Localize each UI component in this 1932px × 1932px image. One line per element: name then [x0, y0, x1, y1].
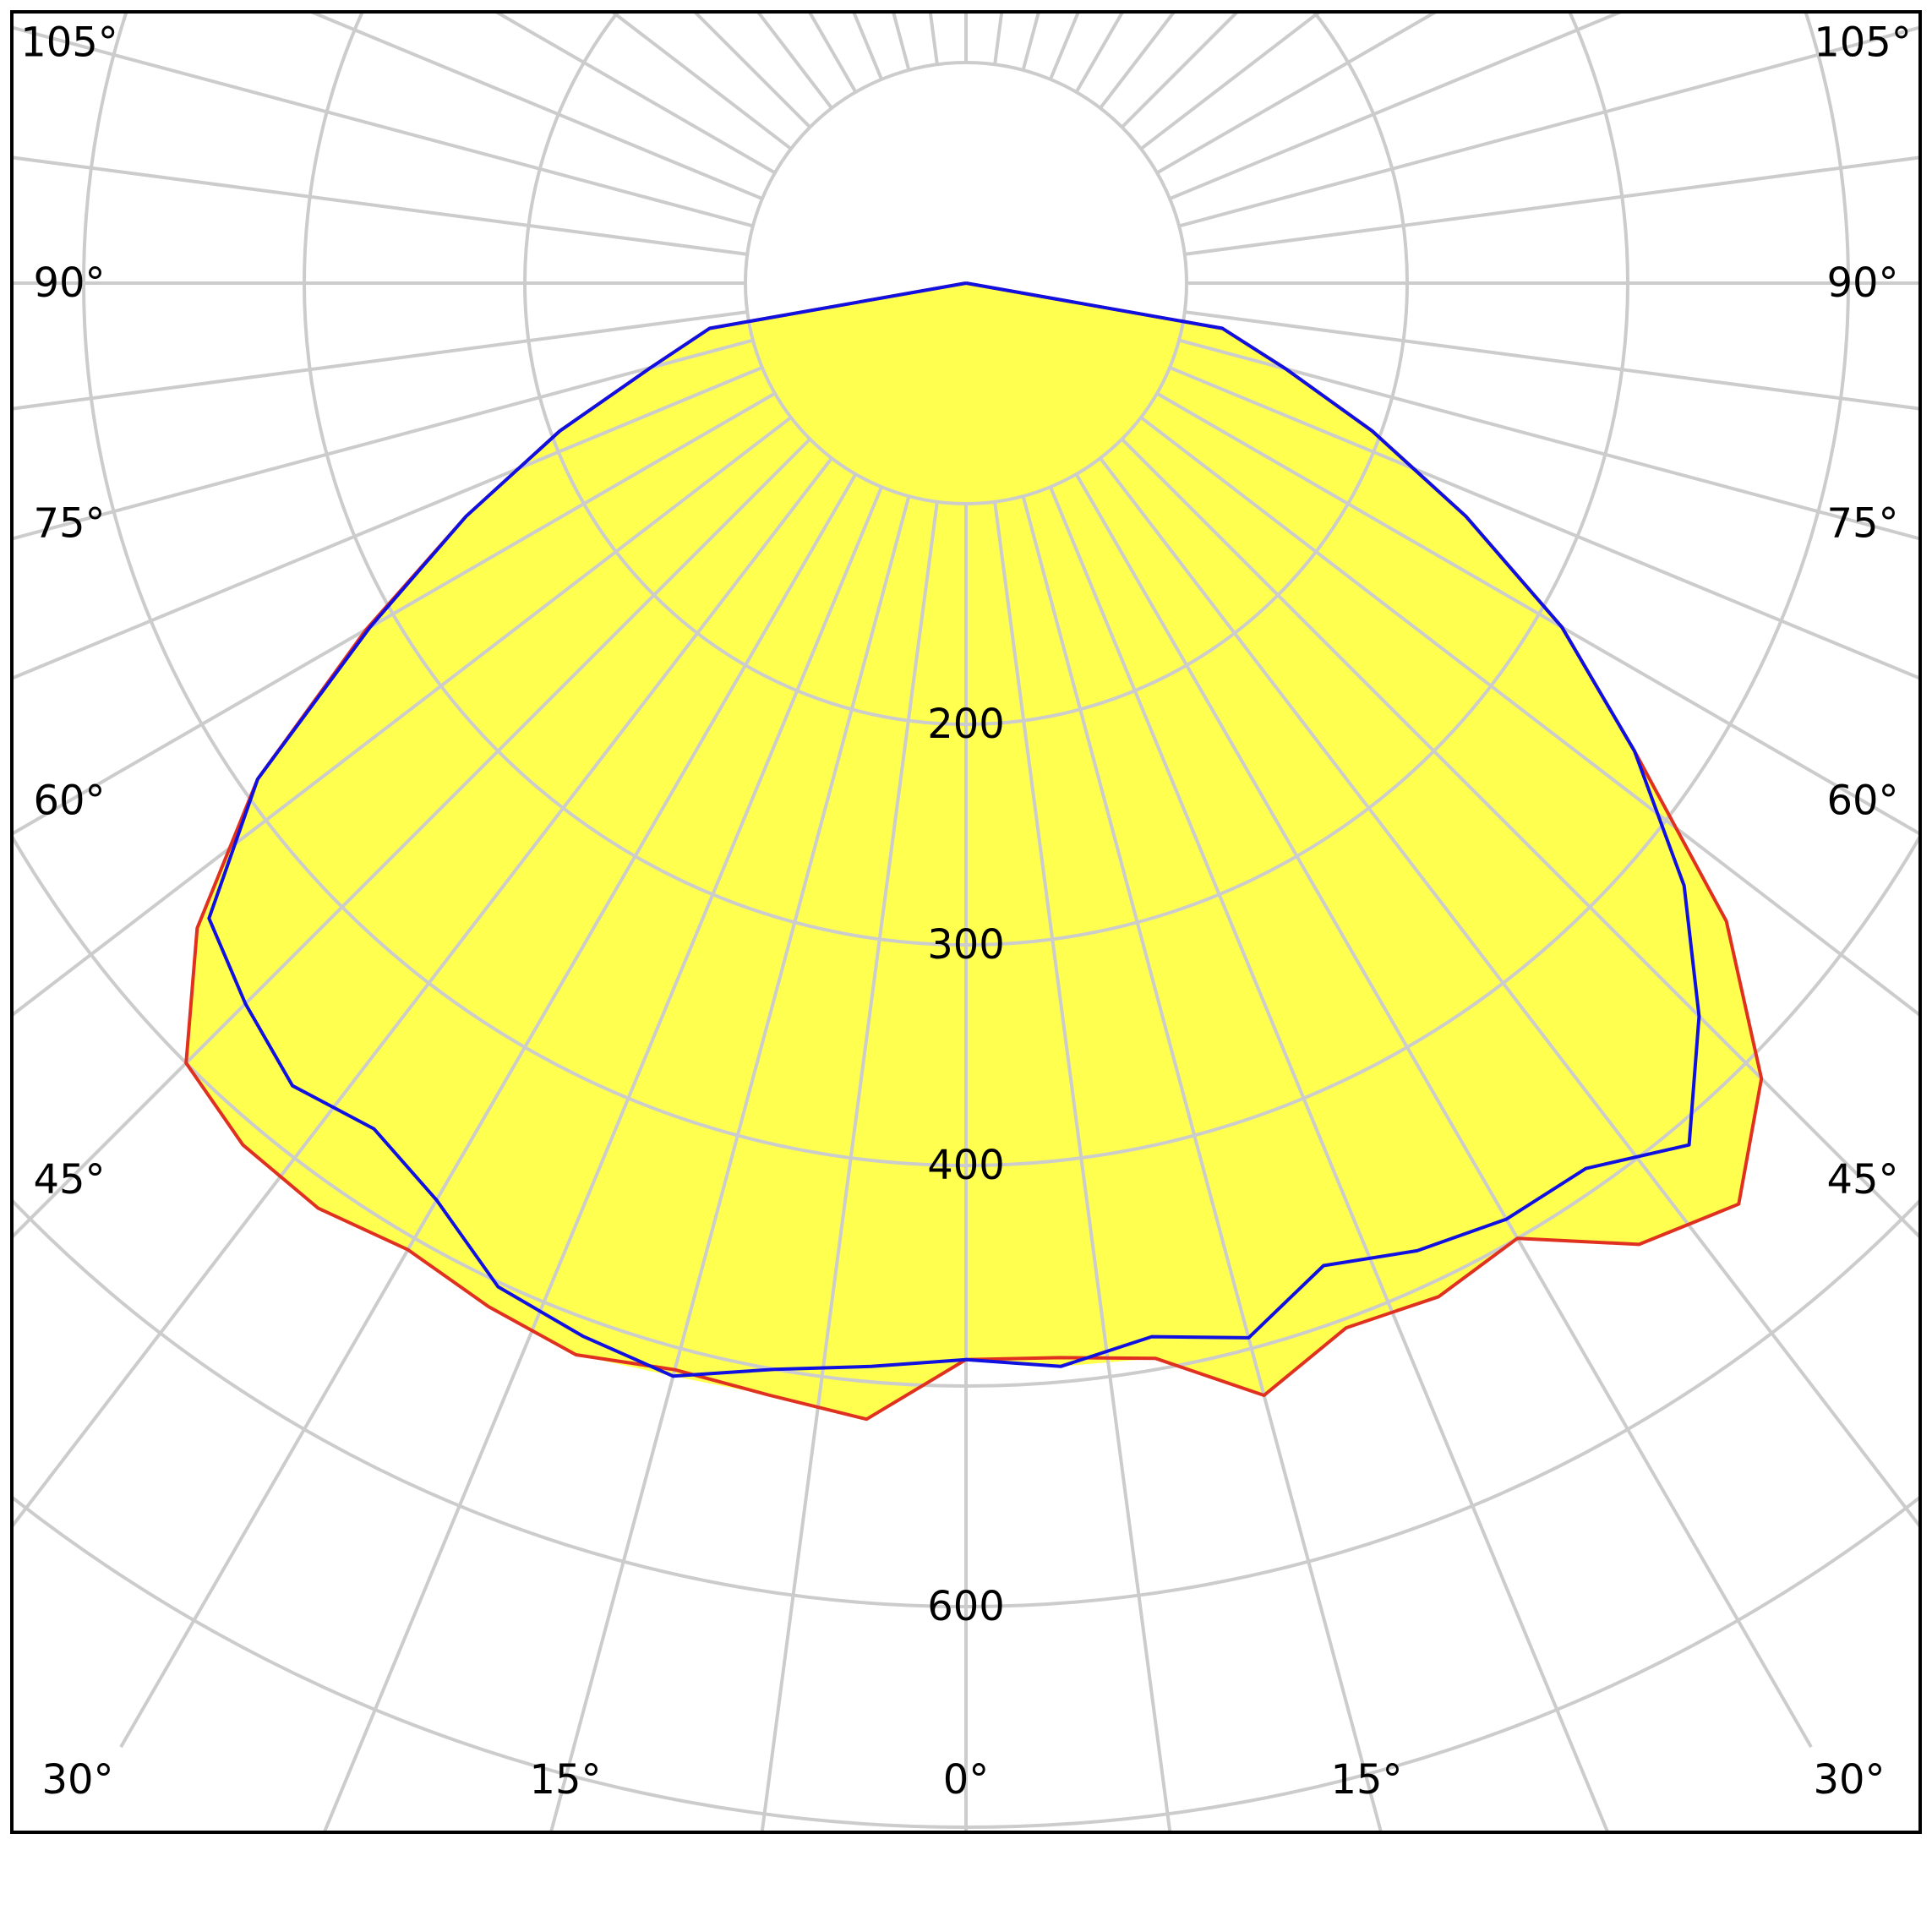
angle-label: 45° — [33, 1156, 105, 1203]
grid-spoke — [119, 473, 858, 1749]
angle-label: 90° — [33, 259, 105, 307]
grid-spoke — [1021, 495, 1384, 1832]
grid-spoke — [493, 12, 776, 175]
grid-spoke — [1049, 486, 1610, 1832]
angle-label: 105° — [20, 19, 118, 67]
grid-spoke — [1178, 338, 1920, 541]
angle-label: 15° — [529, 1756, 601, 1804]
radial-tick-label: 400 — [927, 1142, 1005, 1189]
angle-label: 105° — [1814, 19, 1912, 67]
angle-label: 45° — [1826, 1156, 1898, 1203]
grid-spoke — [12, 366, 763, 680]
series-line-1 — [207, 281, 1701, 1378]
grid-spoke — [993, 501, 1172, 1832]
grid-spoke — [760, 501, 939, 1832]
grid-spoke — [1121, 438, 1920, 1240]
grid-spoke — [1099, 456, 1920, 1530]
radial-tick-label: 300 — [927, 921, 1005, 969]
grid-spoke — [548, 495, 911, 1832]
series-layer — [184, 281, 1764, 1422]
angle-label: 60° — [1826, 778, 1898, 825]
grid-spoke — [1156, 391, 1920, 837]
light-distribution-fill — [186, 283, 1762, 1420]
grid-spoke — [1074, 473, 1813, 1749]
angle-label: 75° — [1826, 499, 1898, 547]
grid-spoke — [306, 12, 763, 200]
angle-label: 90° — [1826, 259, 1898, 307]
grid-spoke — [12, 338, 754, 541]
angle-label: 60° — [33, 778, 105, 825]
fill-layer — [186, 283, 1762, 1420]
grid-spoke — [1156, 12, 1439, 175]
angle-label: 15° — [1330, 1756, 1402, 1804]
grid-spoke — [12, 25, 754, 228]
grid-spoke — [12, 156, 748, 256]
grid-spoke — [322, 486, 883, 1832]
grid-spoke — [1178, 25, 1920, 228]
grid-spoke — [12, 391, 776, 837]
angle-label: 75° — [33, 499, 105, 547]
radial-tick-label: 200 — [927, 701, 1005, 748]
label-layer: 200 300 400 600 30° 15° 0° 15° 30° 45° 45° 60° 60° 75… — [20, 19, 1912, 1804]
grid-spoke — [1169, 366, 1920, 680]
angle-label: 30° — [41, 1756, 113, 1804]
grid-spoke — [1139, 416, 1920, 1018]
angle-label: 30° — [1813, 1756, 1885, 1804]
grid-spoke — [12, 416, 793, 1018]
grid-spoke — [1184, 310, 1920, 411]
plot-border — [10, 10, 1922, 1834]
grid-spoke — [1169, 12, 1626, 200]
grid-spoke — [1184, 156, 1920, 256]
radial-tick-label: 600 — [927, 1583, 1005, 1630]
grid-spoke — [12, 456, 833, 1530]
grid-spoke — [12, 438, 811, 1240]
grid-spoke — [12, 310, 748, 411]
angle-label: 0° — [943, 1756, 990, 1804]
